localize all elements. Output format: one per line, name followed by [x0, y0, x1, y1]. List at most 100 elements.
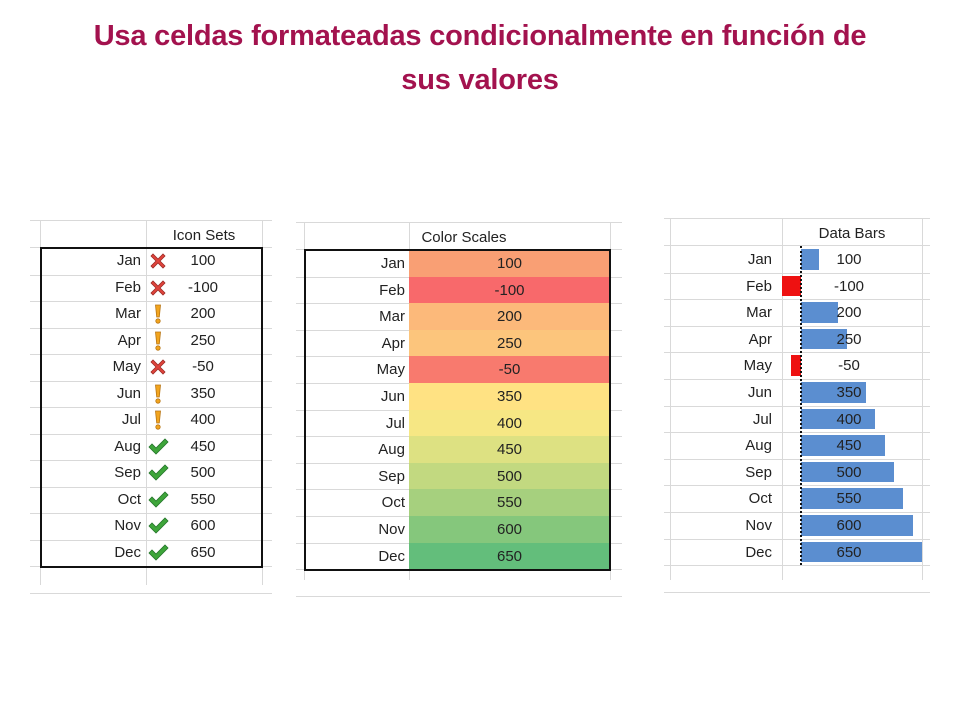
- month-label: Aug: [745, 437, 772, 455]
- exclamation-icon: [147, 409, 169, 431]
- month-label: Dec: [745, 543, 772, 561]
- gridline-horizontal: [664, 459, 930, 460]
- data-bar-positive: [800, 302, 838, 323]
- month-label: Aug: [114, 437, 141, 455]
- slide-title: Usa celdas formateadas condicionalmente …: [40, 14, 920, 102]
- checkmark-icon: [147, 462, 169, 484]
- data-bars-header: Data Bars: [818, 225, 886, 242]
- data-bar-positive: [800, 541, 922, 563]
- gridline-horizontal: [664, 245, 930, 246]
- value-cell: 350: [836, 384, 862, 401]
- gridline-horizontal: [664, 485, 930, 486]
- color-scale-fill: [409, 329, 610, 357]
- value-cell: 650: [190, 543, 216, 561]
- x-icon: [147, 250, 169, 272]
- month-label: May: [743, 357, 772, 375]
- x-icon: [147, 356, 169, 378]
- data-bar-positive: [800, 461, 894, 483]
- data-bar-positive: [800, 435, 885, 456]
- gridline-horizontal: [664, 539, 930, 540]
- month-label: Oct: [117, 490, 141, 508]
- gridline-horizontal: [664, 352, 930, 353]
- gridline-vertical: [782, 218, 783, 580]
- exclamation-icon: [147, 330, 169, 352]
- value-cell: -50: [498, 361, 521, 379]
- month-label: Nov: [114, 517, 141, 534]
- value-cell: 450: [190, 437, 216, 455]
- month-label: Mar: [379, 308, 405, 326]
- month-label: Dec: [378, 547, 405, 565]
- gridline-horizontal: [664, 512, 930, 513]
- month-label: Mar: [746, 304, 772, 322]
- value-cell: 250: [190, 331, 216, 349]
- data-bar-positive: [800, 249, 820, 270]
- checkmark-icon: [147, 542, 169, 564]
- month-label: Oct: [381, 494, 405, 512]
- month-label: Nov: [378, 521, 405, 538]
- value-cell: -100: [187, 278, 219, 296]
- month-label: Jul: [121, 411, 141, 428]
- gridline-horizontal: [296, 222, 622, 223]
- gridline-horizontal: [664, 326, 930, 327]
- value-cell: 650: [496, 547, 523, 565]
- color-scale-fill: [409, 356, 610, 384]
- gridline-horizontal: [664, 273, 930, 274]
- month-label: Jan: [380, 255, 405, 272]
- value-cell: 500: [190, 464, 216, 481]
- value-cell: 350: [496, 388, 523, 405]
- value-cell: 550: [190, 490, 216, 508]
- value-cell: 200: [836, 304, 862, 322]
- value-cell: 600: [836, 517, 862, 534]
- gridline-horizontal: [30, 513, 272, 514]
- data-bar-positive: [800, 328, 848, 350]
- value-cell: 250: [836, 330, 862, 348]
- gridline-horizontal: [30, 407, 272, 408]
- month-label: Apr: [117, 331, 141, 349]
- value-cell: 400: [496, 414, 523, 432]
- color-scale-fill: [409, 542, 610, 570]
- value-cell: -100: [833, 277, 865, 295]
- gridline-horizontal: [664, 299, 930, 300]
- checkmark-icon: [147, 515, 169, 537]
- month-label: May: [112, 358, 141, 375]
- title-line-1: Usa celdas formateadas condicionalmente …: [93, 20, 867, 52]
- month-label: Jul: [385, 414, 405, 432]
- month-label: Sep: [114, 464, 141, 481]
- gridline-horizontal: [664, 592, 930, 593]
- month-label: Jan: [116, 252, 141, 269]
- gridline-horizontal: [30, 354, 272, 355]
- gridline-horizontal: [664, 218, 930, 219]
- month-label: May: [376, 361, 405, 379]
- month-label: Sep: [745, 463, 772, 481]
- value-cell: 100: [836, 251, 862, 268]
- month-label: Jun: [747, 384, 772, 401]
- color-scale-fill: [409, 303, 610, 331]
- gridline-horizontal: [664, 379, 930, 380]
- x-icon: [147, 277, 169, 299]
- gridline-horizontal: [296, 596, 622, 597]
- gridline-vertical: [922, 218, 923, 580]
- icon-sets-table: Icon Sets Jan 100 Feb -100 Mar 200 Apr 250 May -50…: [30, 220, 272, 594]
- value-cell: 400: [190, 411, 216, 428]
- color-scales-header: Color Scales: [421, 229, 507, 246]
- data-bars-axis: [799, 246, 802, 566]
- value-cell: 200: [190, 305, 216, 322]
- data-bar-positive: [800, 488, 904, 509]
- value-cell: 100: [190, 252, 216, 269]
- value-cell: 550: [496, 494, 523, 512]
- gridline-horizontal: [30, 328, 272, 329]
- gridline-horizontal: [664, 432, 930, 433]
- month-label: Feb: [379, 281, 405, 299]
- data-bar-positive: [800, 382, 866, 403]
- data-bar-negative: [791, 355, 801, 376]
- color-scale-fill: [409, 250, 610, 278]
- month-label: Jul: [752, 410, 772, 428]
- month-label: Jun: [380, 388, 405, 405]
- gridline-horizontal: [30, 593, 272, 594]
- color-scale-fill: [409, 462, 610, 490]
- gridline-vertical: [670, 218, 671, 580]
- color-scale-fill: [409, 409, 610, 437]
- gridline-horizontal: [30, 487, 272, 488]
- exclamation-icon: [147, 383, 169, 405]
- value-cell: 650: [836, 543, 862, 561]
